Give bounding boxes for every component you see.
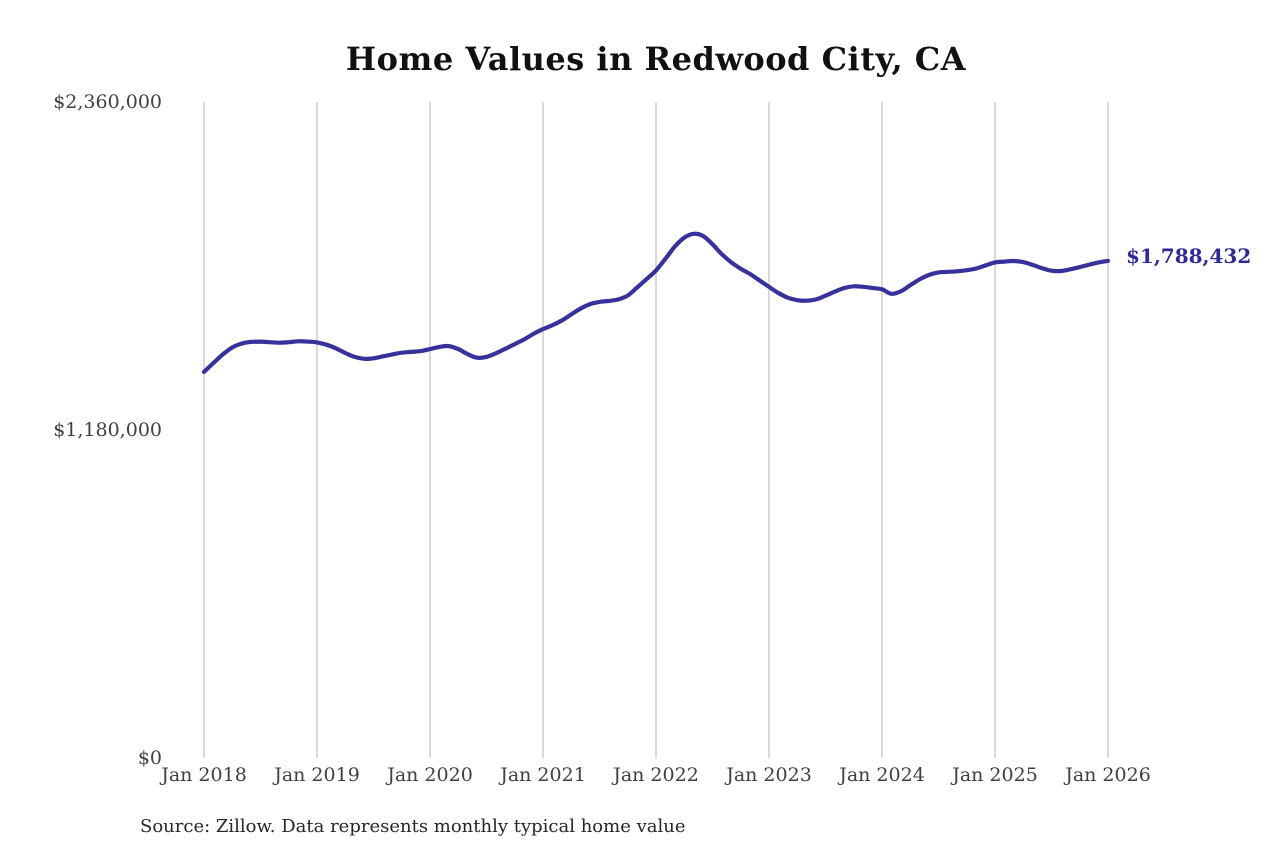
x-tick-label: Jan 2018 <box>161 764 247 786</box>
y-tick-label: $1,180,000 <box>53 419 162 441</box>
x-tick-label: Jan 2022 <box>613 764 699 786</box>
current-value-label: $1,788,432 <box>1126 243 1252 268</box>
x-tick-label: Jan 2026 <box>1065 764 1151 786</box>
x-tick-label: Jan 2019 <box>274 764 360 786</box>
home-value-line <box>201 231 1111 374</box>
x-tick-label: Jan 2025 <box>952 764 1038 786</box>
x-tick-label: Jan 2023 <box>726 764 812 786</box>
chart-title: Home Values in Redwood City, CA <box>345 40 967 78</box>
y-tick-label: $2,360,000 <box>53 91 162 113</box>
x-tick-label: Jan 2020 <box>387 764 473 786</box>
source-note: Source: Zillow. Data represents monthly … <box>140 816 686 837</box>
x-tick-label: Jan 2024 <box>839 764 925 786</box>
y-tick-label: $0 <box>137 747 162 769</box>
x-tick-label: Jan 2021 <box>500 764 586 786</box>
